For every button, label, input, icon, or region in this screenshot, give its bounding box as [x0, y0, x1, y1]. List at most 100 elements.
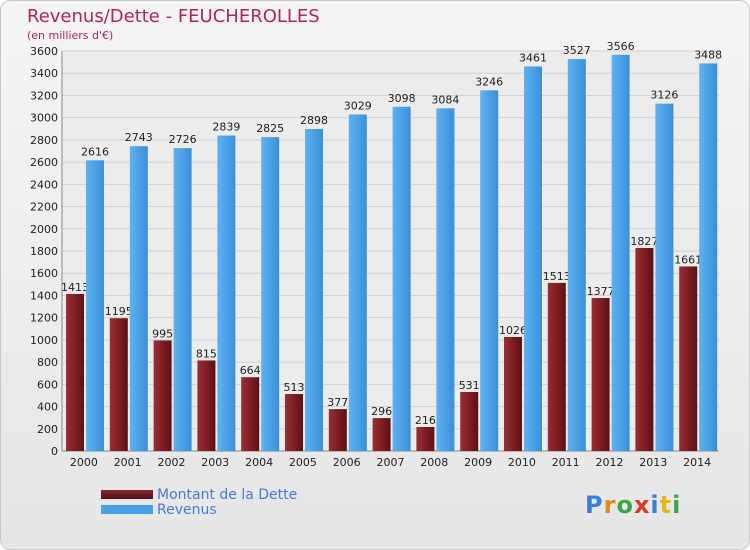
bar-dette-2004	[241, 377, 260, 451]
bar-revenus-2004	[261, 137, 280, 451]
data-label-dette-2013: 1827	[630, 235, 658, 248]
x-tick-label: 2010	[508, 456, 536, 469]
bar-dette-2013	[635, 248, 654, 451]
y-tick-label: 400	[37, 401, 58, 414]
bar-dette-2007	[372, 418, 391, 451]
bar-revenus-2012	[611, 54, 630, 452]
y-tick-label: 1600	[30, 267, 58, 280]
bar-dette-2005	[285, 394, 303, 451]
x-tick-label: 2003	[201, 456, 229, 469]
y-tick-label: 1400	[30, 289, 58, 302]
x-tick-label: 2007	[377, 456, 405, 469]
x-tick-label: 2004	[245, 456, 273, 469]
bar-dette-2010	[504, 337, 522, 451]
chart-subtitle: (en milliers d'€)	[27, 29, 114, 42]
y-tick-label: 800	[37, 356, 58, 369]
data-label-revenus-2013: 3126	[650, 89, 678, 102]
bar-revenus-2005	[305, 129, 323, 451]
data-label-revenus-2009: 3246	[475, 75, 503, 88]
bar-dette-2011	[547, 282, 566, 451]
bar-dette-2012	[591, 298, 610, 451]
data-label-dette-2007: 296	[371, 405, 392, 418]
x-tick-label: 2009	[464, 456, 492, 469]
bar-revenus-2013	[655, 103, 674, 452]
bar-dette-2008	[416, 427, 435, 451]
data-label-dette-2000: 1413	[61, 281, 89, 294]
chart-title: Revenus/Dette - FEUCHEROLLES	[27, 6, 320, 27]
bar-revenus-2007	[392, 106, 411, 452]
data-label-dette-2006: 377	[327, 396, 348, 409]
y-tick-label: 3600	[30, 45, 58, 58]
x-tick-label: 2005	[289, 456, 317, 469]
legend-label-revenus: Revenus	[157, 502, 217, 518]
data-label-revenus-2003: 2839	[212, 121, 240, 134]
bar-dette-2002	[153, 340, 172, 451]
data-label-dette-2002: 995	[152, 327, 173, 340]
y-tick-label: 600	[37, 378, 58, 391]
bar-revenus-2002	[173, 148, 192, 451]
x-tick-label: 2014	[683, 456, 711, 469]
y-tick-label: 2600	[30, 156, 58, 169]
bar-revenus-2000	[86, 160, 104, 452]
data-label-dette-2005: 513	[284, 381, 305, 394]
data-label-dette-2001: 1195	[105, 305, 133, 318]
legend-swatch-revenus	[101, 505, 153, 514]
data-label-revenus-2004: 2825	[256, 122, 284, 135]
data-label-revenus-2001: 2743	[125, 131, 153, 144]
legend-label-dette: Montant de la Dette	[157, 487, 298, 503]
data-label-revenus-2010: 3461	[519, 51, 547, 64]
data-label-revenus-2002: 2726	[169, 133, 197, 146]
proxiti-logo: Proxiti	[585, 491, 682, 519]
x-tick-label: 2002	[158, 456, 186, 469]
bar-revenus-2006	[348, 114, 367, 451]
data-label-revenus-2011: 3527	[563, 44, 591, 57]
data-label-revenus-2012: 3566	[607, 40, 635, 53]
bar-revenus-2014	[699, 63, 718, 451]
y-tick-label: 3000	[30, 112, 58, 125]
y-tick-label: 2800	[30, 134, 58, 147]
data-label-revenus-2006: 3029	[344, 99, 372, 112]
data-label-dette-2008: 216	[415, 414, 436, 427]
y-tick-label: 3200	[30, 89, 58, 102]
legend-swatch-dette	[101, 490, 153, 499]
data-label-revenus-2014: 3488	[694, 48, 722, 61]
bar-dette-2006	[328, 409, 347, 451]
bar-dette-2000	[66, 294, 84, 451]
y-tick-label: 2000	[30, 223, 58, 236]
data-label-revenus-2007: 3098	[388, 92, 416, 105]
data-label-dette-2012: 1377	[587, 285, 615, 298]
y-tick-label: 2400	[30, 178, 58, 191]
x-tick-label: 2011	[552, 456, 580, 469]
data-label-revenus-2008: 3084	[431, 93, 459, 106]
bar-dette-2009	[460, 392, 479, 451]
x-tick-label: 2012	[596, 456, 624, 469]
bar-revenus-2008	[436, 108, 455, 451]
x-tick-label: 2013	[639, 456, 667, 469]
data-label-dette-2010: 1026	[499, 324, 527, 337]
data-label-revenus-2005: 2898	[300, 114, 328, 127]
y-tick-label: 1000	[30, 334, 58, 347]
y-tick-label: 2200	[30, 201, 58, 214]
y-tick-label: 200	[37, 423, 58, 436]
bar-revenus-2001	[129, 146, 148, 451]
bar-revenus-2010	[524, 66, 542, 451]
data-label-dette-2004: 664	[240, 364, 261, 377]
data-label-dette-2011: 1513	[543, 270, 571, 283]
bar-dette-2003	[197, 360, 216, 451]
y-tick-label: 1800	[30, 245, 58, 258]
x-tick-label: 2001	[114, 456, 142, 469]
data-label-dette-2003: 815	[196, 347, 217, 360]
y-tick-label: 0	[51, 445, 58, 458]
bar-revenus-2009	[480, 90, 499, 451]
data-label-dette-2014: 1661	[674, 253, 702, 266]
data-label-dette-2009: 531	[459, 379, 480, 392]
bar-revenus-2011	[567, 59, 586, 451]
bar-revenus-2003	[217, 135, 236, 452]
data-label-revenus-2000: 2616	[81, 145, 109, 158]
y-tick-label: 1200	[30, 312, 58, 325]
x-tick-label: 2000	[70, 456, 98, 469]
x-tick-label: 2008	[420, 456, 448, 469]
y-tick-label: 3400	[30, 67, 58, 80]
